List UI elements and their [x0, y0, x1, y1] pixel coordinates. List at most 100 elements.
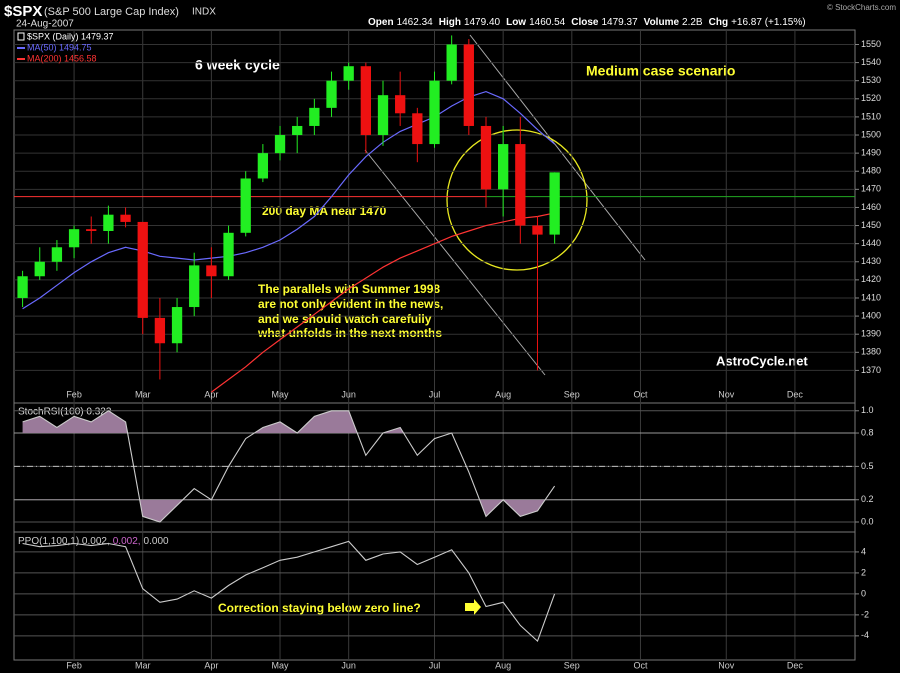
candle-body — [51, 247, 63, 262]
x-tick-label: Apr — [204, 660, 218, 670]
y-tick-label: -4 — [861, 630, 869, 640]
y-tick-label: 1530 — [861, 75, 881, 85]
candle-body — [86, 229, 97, 231]
candle-body — [171, 307, 183, 344]
y-tick-label: 1440 — [861, 238, 881, 248]
x-tick-label: Nov — [718, 660, 735, 670]
quote-label: Low — [506, 17, 526, 28]
x-tick-label: Aug — [495, 389, 511, 399]
quote-label: Volume — [644, 17, 680, 28]
y-tick-label: 1480 — [861, 166, 881, 176]
y-tick-label: 1450 — [861, 220, 881, 230]
y-tick-label: 1370 — [861, 365, 881, 375]
candle-body — [34, 261, 45, 277]
ppo-title-part: 0.000 — [144, 536, 169, 547]
y-tick-label: 1550 — [861, 39, 881, 49]
candle-body — [137, 221, 148, 318]
y-tick-label: 1470 — [861, 184, 881, 194]
exchange: INDX — [192, 7, 216, 18]
candle-body — [309, 107, 320, 126]
candle-body — [515, 144, 526, 226]
candle-body — [292, 125, 303, 136]
candle-body — [257, 153, 269, 179]
annotation: what unfolds in the next months — [257, 326, 442, 340]
threshold-area — [22, 410, 452, 434]
legend-entry: $SPX (Daily) 1479.37 — [27, 31, 114, 41]
candle-body — [412, 113, 423, 145]
y-tick-label: 1410 — [861, 292, 881, 302]
y-tick-label: -2 — [861, 609, 869, 619]
x-tick-label: Jul — [429, 389, 441, 399]
candle-body — [189, 265, 200, 308]
quote-value: 1479.40 — [464, 17, 501, 28]
x-tick-label: Mar — [135, 660, 151, 670]
x-tick-label: Feb — [66, 660, 82, 670]
quote-label: Chg — [709, 17, 728, 28]
quote-label: Close — [571, 17, 599, 28]
y-tick-label: 4 — [861, 546, 866, 556]
legend-entry: MA(200) 1456.58 — [27, 53, 97, 63]
x-tick-label: Oct — [633, 389, 648, 399]
annotation: are not only evident in the news, — [258, 297, 443, 311]
candle-body — [223, 232, 234, 277]
candle-body — [240, 178, 251, 233]
y-tick-label: 1400 — [861, 310, 881, 320]
ppo-title: PPO(1,100,1) 0.002, 0.002, 0.000 — [18, 536, 169, 547]
y-tick-label: 1420 — [861, 274, 881, 284]
quote-label: Open — [368, 17, 394, 28]
candle-body — [498, 144, 509, 190]
ppo-title-part: PPO(1,100,1) 0.002, — [18, 536, 110, 547]
candle-body — [120, 214, 131, 222]
annotation: and we should watch carefully — [258, 312, 432, 326]
y-tick-label: 1.0 — [861, 405, 874, 415]
indicator-line — [22, 540, 556, 643]
x-tick-label: Mar — [135, 389, 151, 399]
grid — [14, 30, 855, 660]
index-name: (S&P 500 Large Cap Index) — [44, 6, 179, 18]
candle-body — [395, 95, 406, 114]
indicator-line — [22, 410, 556, 523]
quote-value: +16.87 (+1.15%) — [731, 17, 806, 28]
x-tick-label: Jun — [341, 389, 356, 399]
candle-body — [343, 66, 354, 81]
x-tick-label: Jun — [341, 660, 356, 670]
candle-body — [17, 276, 28, 298]
threshold-area — [22, 499, 555, 522]
highlight-circle — [446, 129, 588, 271]
ma-line — [211, 212, 555, 393]
candle-body — [429, 80, 440, 145]
annotation: 200 day MA near 1470 — [262, 204, 387, 218]
quote-value: 2.2B — [682, 17, 703, 28]
date: 24-Aug-2007 — [16, 19, 74, 30]
x-tick-label: Jul — [429, 660, 441, 670]
y-tick-label: 1510 — [861, 111, 881, 121]
trend-line — [364, 149, 546, 376]
y-tick-label: 0.2 — [861, 494, 874, 504]
quote-value: 1460.54 — [529, 17, 566, 28]
trend-line — [469, 34, 646, 261]
x-tick-label: Dec — [787, 389, 804, 399]
annotation: Medium case scenario — [586, 63, 735, 79]
y-tick-label: 0.0 — [861, 516, 874, 526]
quote-label: High — [439, 17, 461, 28]
y-tick-label: 1490 — [861, 148, 881, 158]
candle-body — [377, 95, 389, 136]
x-tick-label: May — [272, 389, 290, 399]
x-tick-label: Feb — [66, 389, 82, 399]
x-tick-label: Nov — [718, 389, 735, 399]
stoch-title: StochRSI(100) 0.323 — [18, 407, 112, 418]
candle-body — [532, 225, 543, 235]
y-tick-label: 1540 — [861, 57, 881, 67]
symbol: $SPX — [4, 3, 42, 20]
x-tick-label: Dec — [787, 660, 804, 670]
arrow — [465, 599, 481, 615]
annotation: AstroCycle.net — [716, 353, 808, 368]
y-tick-label: 0.8 — [861, 427, 874, 437]
candle-body — [360, 66, 371, 136]
legend-entry: MA(50) 1494.75 — [27, 42, 92, 52]
x-tick-label: Sep — [564, 660, 580, 670]
candle-body — [154, 317, 166, 344]
